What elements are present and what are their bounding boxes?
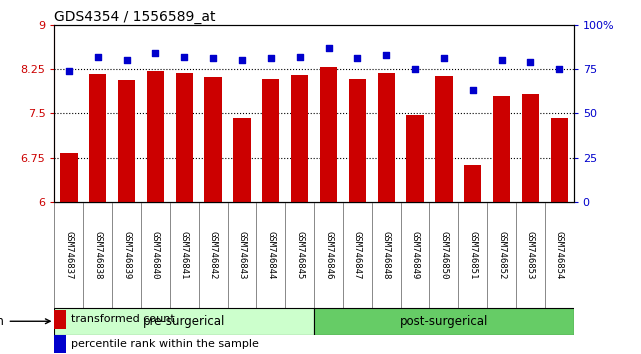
Point (468, 87, 478, 93)
Point (554, 66, 565, 72)
Text: GSM746852: GSM746852 (497, 231, 506, 279)
Text: specimen: specimen (0, 315, 50, 328)
Bar (60, 153, 78, 202)
Bar (435, 76, 453, 202)
Bar (349, 79, 366, 202)
Text: pre-surgerical: pre-surgerical (143, 315, 226, 328)
Text: transformed count: transformed count (71, 314, 175, 324)
Bar (176, 73, 193, 202)
Text: GSM746841: GSM746841 (179, 231, 189, 279)
Text: GSM746853: GSM746853 (526, 231, 535, 279)
Bar (464, 165, 481, 202)
Point (381, 52, 391, 58)
Bar (320, 67, 337, 202)
Point (496, 57, 506, 63)
Point (295, 54, 305, 59)
Bar (204, 77, 222, 202)
Bar (406, 115, 424, 202)
Text: GSM746837: GSM746837 (64, 231, 74, 279)
Bar (262, 79, 279, 202)
Text: GSM746845: GSM746845 (295, 231, 304, 279)
Bar (551, 118, 568, 202)
Point (237, 57, 247, 63)
Text: GSM746844: GSM746844 (266, 231, 276, 279)
Text: GSM746839: GSM746839 (122, 231, 131, 279)
Text: GSM746838: GSM746838 (93, 231, 103, 279)
Text: GSM746848: GSM746848 (381, 231, 391, 279)
Bar (54, 310, 66, 329)
Point (179, 54, 190, 59)
Bar (54, 335, 66, 353)
Text: GSM746840: GSM746840 (151, 231, 160, 279)
Bar (291, 75, 308, 202)
Point (353, 56, 363, 61)
Bar (118, 80, 135, 202)
Bar (233, 118, 251, 202)
Bar (89, 74, 106, 202)
Point (150, 50, 160, 56)
Text: GSM746847: GSM746847 (353, 231, 362, 279)
Point (526, 59, 536, 65)
Point (122, 57, 132, 63)
Text: GSM746854: GSM746854 (554, 231, 564, 279)
Text: GSM746842: GSM746842 (208, 231, 218, 279)
Bar (314, 308, 574, 335)
Text: post-surgerical: post-surgerical (400, 315, 488, 328)
Point (93, 54, 103, 59)
Text: GSM746850: GSM746850 (439, 231, 449, 279)
Point (265, 56, 276, 61)
Bar (54, 308, 314, 335)
Text: GSM746851: GSM746851 (468, 231, 478, 279)
Bar (493, 96, 510, 202)
Point (64, 68, 74, 74)
Point (410, 66, 420, 72)
Point (208, 56, 218, 61)
Text: GSM746846: GSM746846 (324, 231, 333, 279)
Text: GSM746843: GSM746843 (237, 231, 247, 279)
Text: percentile rank within the sample: percentile rank within the sample (71, 339, 259, 349)
Point (324, 45, 334, 51)
Text: GDS4354 / 1556589_at: GDS4354 / 1556589_at (54, 10, 216, 24)
Bar (147, 71, 164, 202)
Bar (522, 95, 539, 202)
Bar (378, 73, 395, 202)
Point (439, 56, 449, 61)
Text: GSM746849: GSM746849 (410, 231, 420, 279)
